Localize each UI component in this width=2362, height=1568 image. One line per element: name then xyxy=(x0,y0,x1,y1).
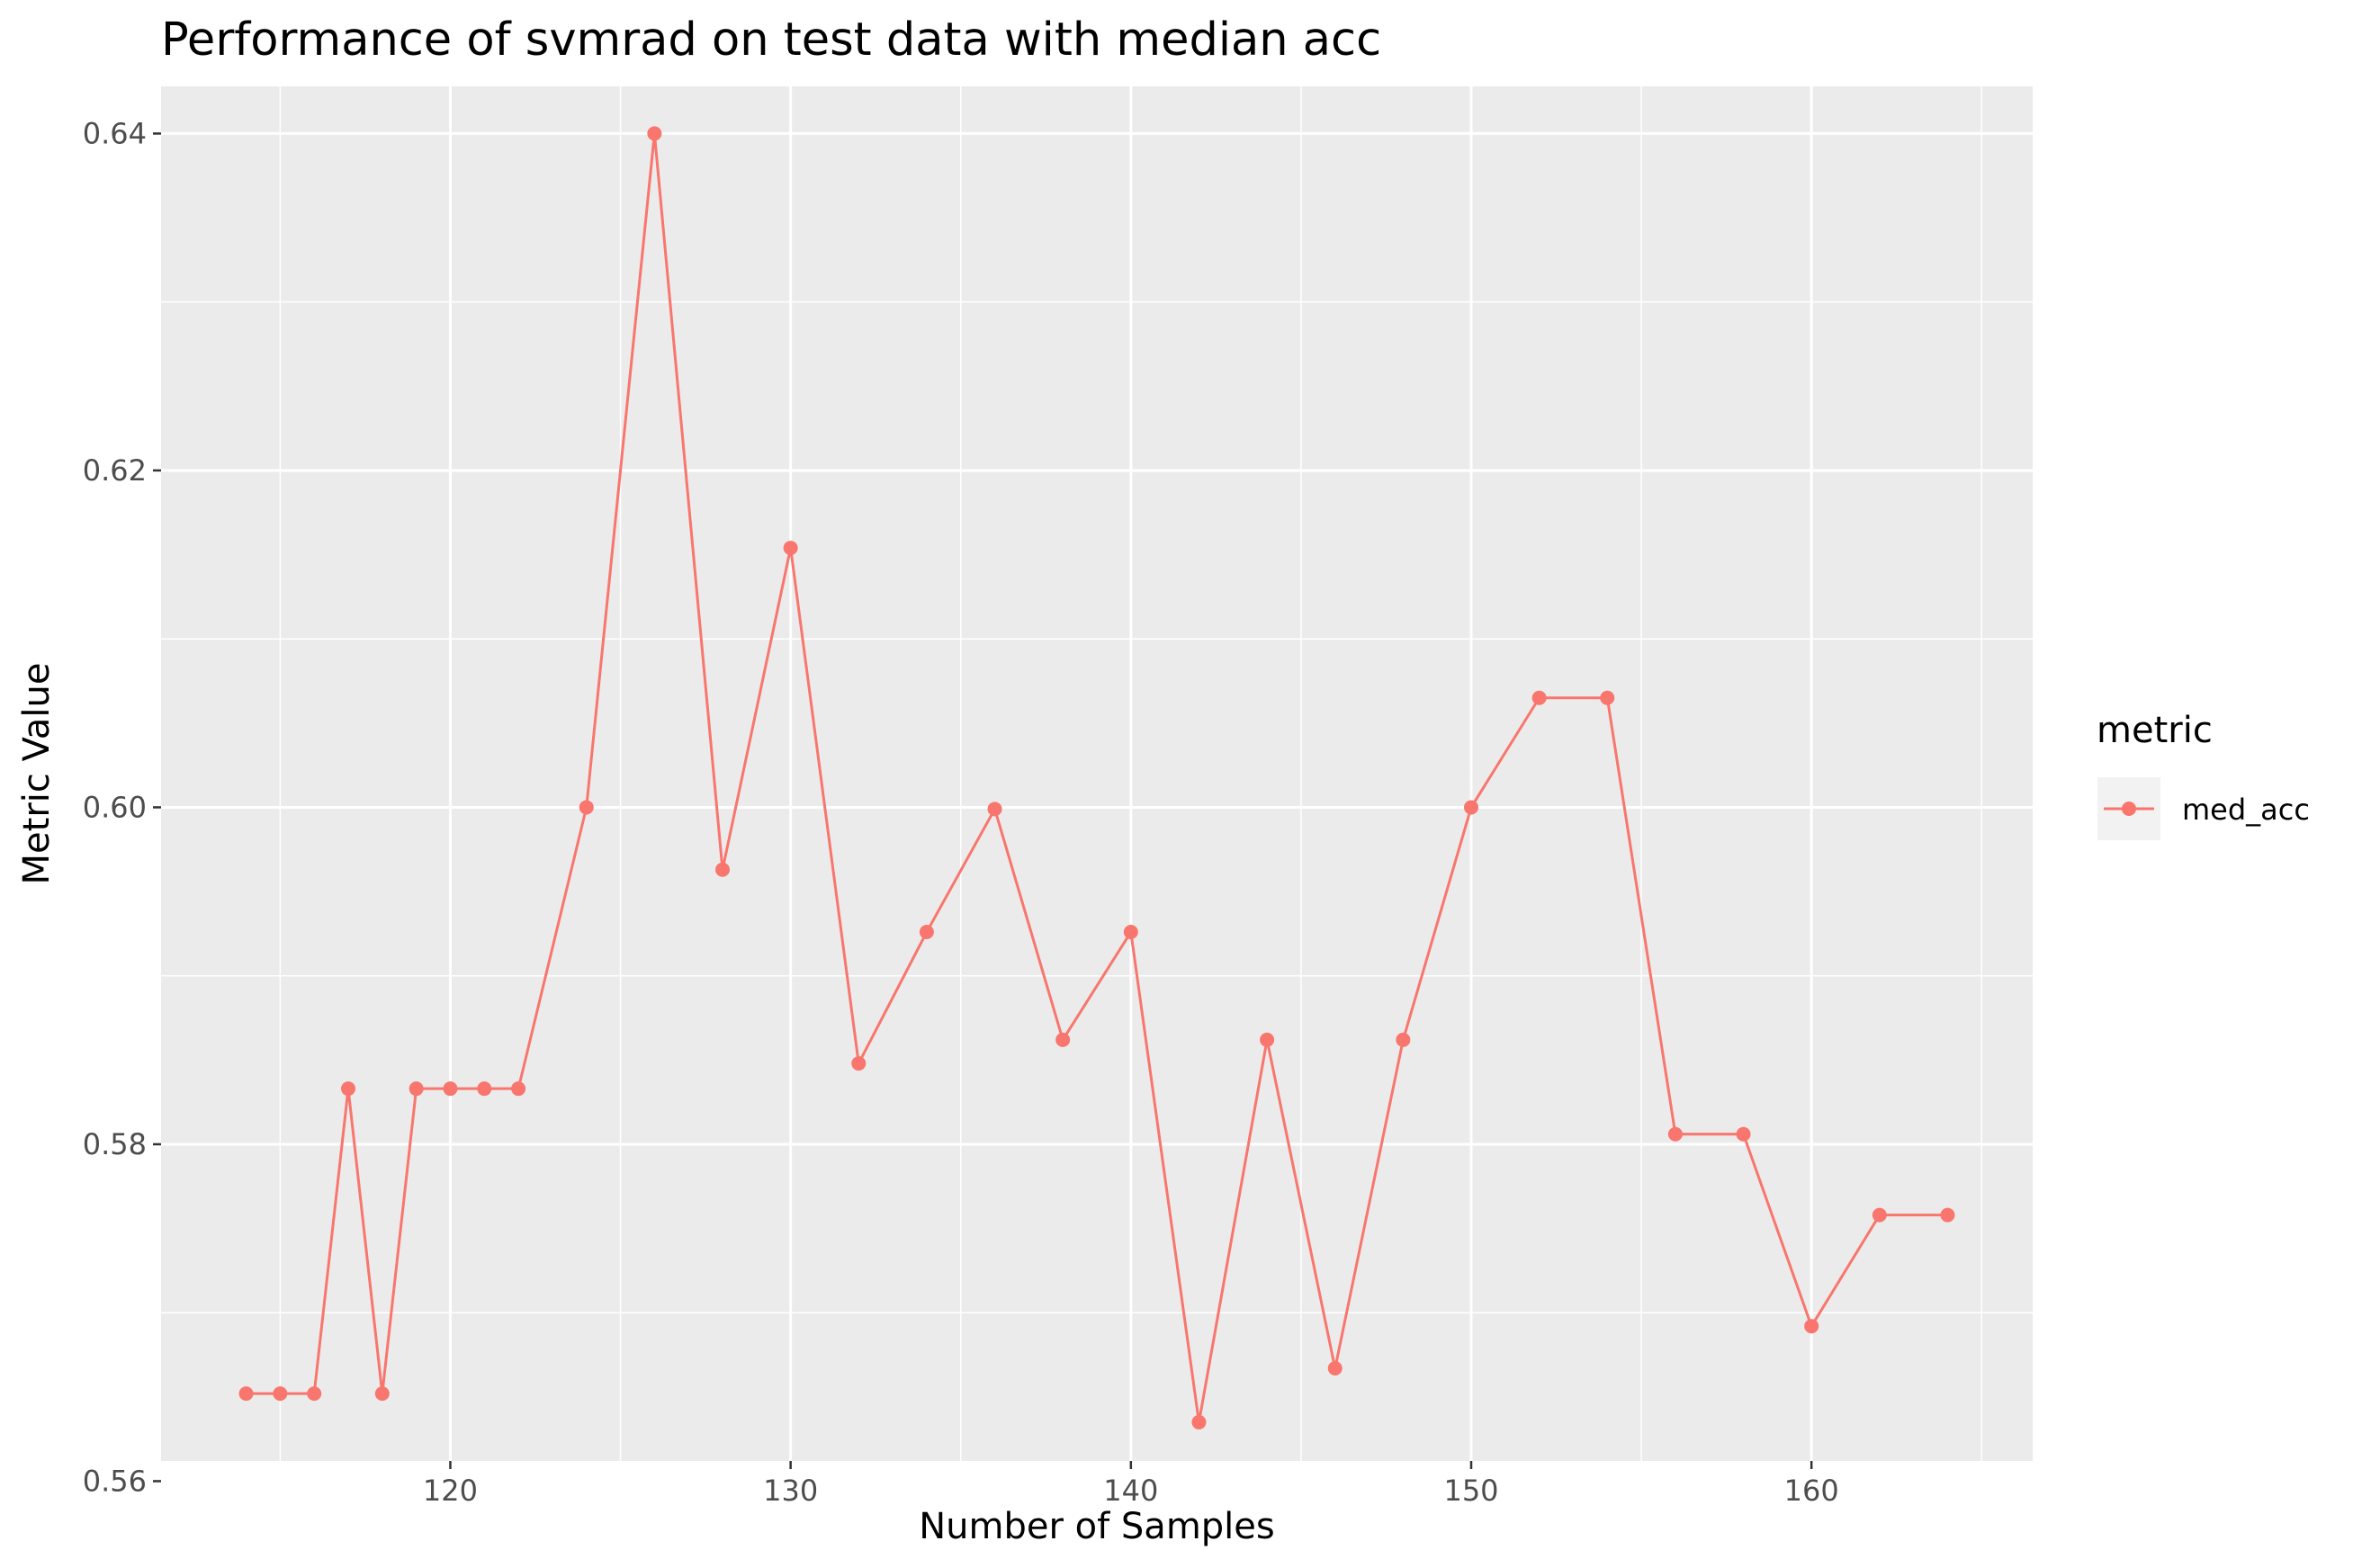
data-point xyxy=(1531,690,1547,705)
data-point xyxy=(443,1081,458,1097)
data-point xyxy=(511,1081,526,1097)
data-point xyxy=(1872,1207,1887,1223)
chart-title: Performance of svmrad on test data with … xyxy=(161,13,1381,67)
x-tick-label: 130 xyxy=(763,1474,818,1508)
y-tick-label: 0.64 xyxy=(83,116,147,150)
data-point xyxy=(579,800,594,815)
data-point xyxy=(1600,690,1615,705)
data-point xyxy=(1804,1319,1819,1334)
series-line xyxy=(246,131,1948,1424)
data-point xyxy=(647,126,662,141)
x-tick-label: 150 xyxy=(1443,1474,1498,1508)
y-axis-ticks: 0.56 0.58 0.60 0.62 0.64 xyxy=(83,116,161,1498)
legend-label: med_acc xyxy=(2182,793,2310,827)
data-point xyxy=(1667,1126,1683,1142)
x-tick-label: 160 xyxy=(1784,1474,1839,1508)
series-points-group xyxy=(238,126,1955,1429)
y-tick-label: 0.62 xyxy=(83,453,147,488)
x-tick-label: 140 xyxy=(1103,1474,1158,1508)
y-tick-label: 0.60 xyxy=(83,790,147,824)
data-point xyxy=(307,1386,322,1402)
x-tick-label: 120 xyxy=(423,1474,478,1508)
data-point xyxy=(715,862,730,877)
data-point xyxy=(1327,1361,1343,1376)
data-point xyxy=(409,1081,424,1097)
x-axis-title: Number of Samples xyxy=(919,1506,1275,1547)
series-line-group xyxy=(246,131,1948,1424)
major-gridlines xyxy=(161,86,2033,1483)
data-point xyxy=(919,925,934,940)
data-point xyxy=(1736,1126,1751,1142)
data-point xyxy=(1464,800,1478,815)
y-axis-title: Metric Value xyxy=(16,663,58,885)
y-tick-label: 0.58 xyxy=(83,1127,147,1161)
legend-title: metric xyxy=(2097,710,2213,751)
data-point xyxy=(783,541,798,556)
data-point xyxy=(1055,1032,1071,1047)
data-point xyxy=(477,1081,492,1097)
data-point xyxy=(851,1056,867,1071)
legend-key-point xyxy=(2122,802,2136,816)
x-axis-ticks: 120 130 140 150 160 xyxy=(423,1461,1839,1508)
plot-panel xyxy=(161,86,2033,1461)
data-point xyxy=(1123,925,1138,940)
data-point xyxy=(1396,1032,1411,1047)
data-point xyxy=(1940,1207,1955,1223)
data-point xyxy=(987,802,1002,817)
data-point xyxy=(238,1386,254,1402)
data-point xyxy=(1260,1032,1275,1047)
data-point xyxy=(374,1386,390,1402)
minor-gridlines xyxy=(161,86,2033,1461)
data-point xyxy=(273,1386,288,1402)
data-point xyxy=(341,1081,355,1097)
y-tick-label: 0.56 xyxy=(83,1464,147,1498)
legend: metric med_acc xyxy=(2097,710,2310,840)
data-point xyxy=(1191,1414,1207,1429)
